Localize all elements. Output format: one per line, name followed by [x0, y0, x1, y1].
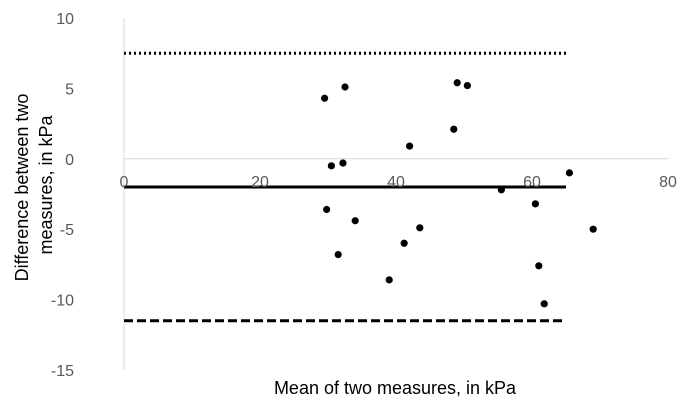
axes [123, 18, 668, 370]
data-point [565, 169, 574, 177]
y-tick-label: 10 [56, 11, 74, 28]
data-point [531, 200, 540, 208]
x-tick-label: 40 [387, 174, 405, 191]
data-point [453, 79, 461, 87]
data-point [497, 186, 505, 194]
data-point [321, 94, 329, 102]
y-tick-label: -5 [60, 222, 74, 239]
x-tick-label: 60 [523, 174, 541, 191]
tick-labels: 0 20 40 60 80 10 5 0 -5 -10 -15 [51, 11, 677, 380]
data-point [327, 162, 335, 170]
data-point [540, 300, 548, 308]
data-point [416, 224, 424, 232]
data-point [400, 239, 408, 247]
data-point [535, 262, 543, 270]
y-axis-title-line-1: Difference between two [12, 94, 32, 282]
y-tick-label: 5 [65, 81, 74, 98]
data-points [321, 79, 597, 308]
y-axis-title-line-2: measures, in kPa [36, 114, 56, 254]
data-point [339, 159, 347, 167]
y-axis-title: Difference between two measures, in kPa [12, 89, 56, 282]
data-point [589, 225, 597, 233]
data-point [323, 205, 331, 214]
data-point [341, 83, 349, 91]
x-tick-label: 0 [120, 174, 129, 191]
data-point [351, 217, 359, 225]
x-tick-label: 20 [251, 174, 269, 191]
data-point [450, 125, 458, 133]
data-point [406, 142, 414, 150]
data-point [334, 250, 342, 259]
y-tick-label: -10 [51, 293, 74, 310]
x-tick-label: 80 [659, 174, 677, 191]
x-axis-title: Mean of two measures, in kPa [274, 378, 517, 398]
data-point [463, 81, 471, 90]
y-tick-label: -15 [51, 363, 74, 380]
reference-lines [124, 51, 566, 323]
data-point [385, 276, 393, 284]
y-tick-label: 0 [65, 152, 74, 169]
